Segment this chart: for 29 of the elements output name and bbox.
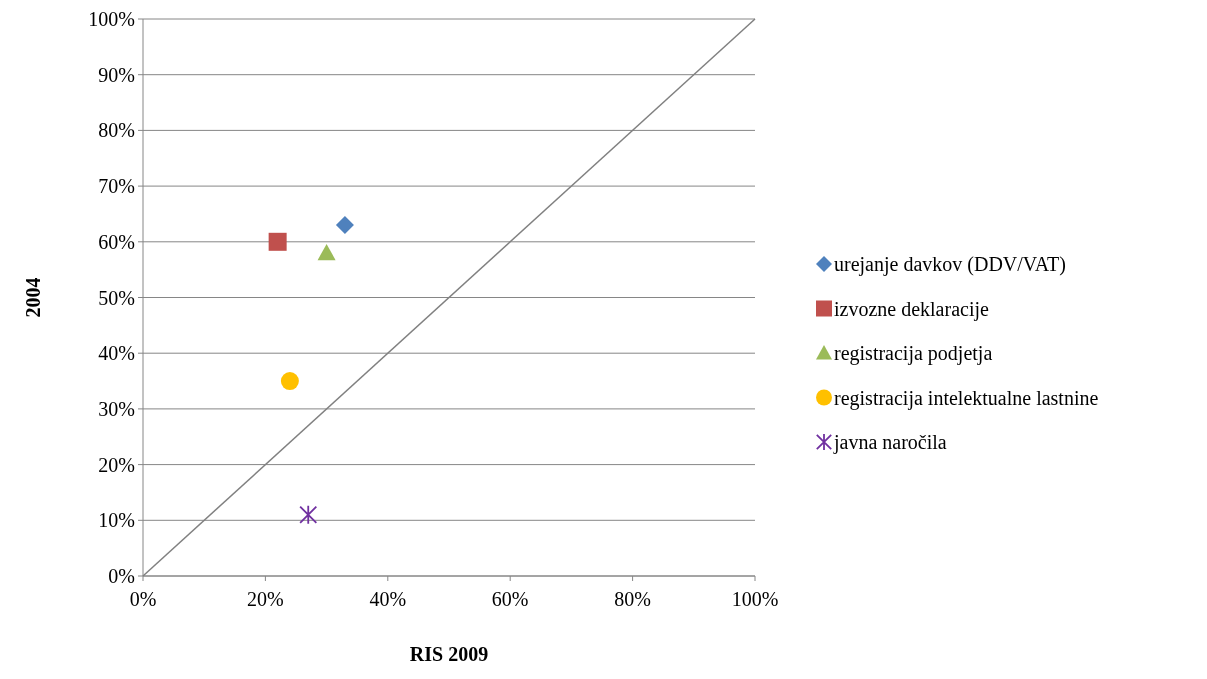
x-tick-label: 60% (491, 588, 529, 610)
x-tick-label: 80% (614, 588, 651, 610)
y-tick-label: 80% (98, 119, 135, 142)
y-tick-label: 0% (108, 565, 135, 587)
point (299, 504, 318, 525)
y-tick-label: 60% (98, 230, 135, 253)
point (268, 232, 287, 251)
y-tick-label: 100% (88, 8, 135, 30)
x-tick-label: 100% (731, 588, 779, 610)
legend-label: izvozne deklaracije (834, 297, 990, 321)
y-tick-label: 40% (98, 342, 135, 365)
y-tick-label: 50% (98, 286, 135, 309)
y-axis-title: 2004 (22, 277, 44, 318)
y-tick-label: 20% (98, 453, 135, 476)
point (317, 243, 336, 261)
y-tick-label: 70% (98, 175, 135, 198)
x-axis-title: RIS 2009 (409, 643, 489, 665)
legend-label: registracija intelektualne lastnine (834, 386, 1099, 410)
y-tick-label: 30% (98, 397, 135, 420)
x-tick-label: 40% (369, 588, 407, 610)
legend-label: urejanje davkov (DDV/VAT) (834, 253, 1066, 276)
point (280, 372, 299, 391)
x-tick-label: 20% (247, 588, 284, 610)
point (335, 216, 354, 235)
y-tick-label: 10% (98, 509, 135, 532)
legend-label: javna naročila (833, 431, 947, 454)
y-tick-label: 90% (98, 63, 135, 86)
legend-label: registracija podjetja (834, 342, 993, 365)
x-tick-label: 0% (129, 588, 157, 610)
